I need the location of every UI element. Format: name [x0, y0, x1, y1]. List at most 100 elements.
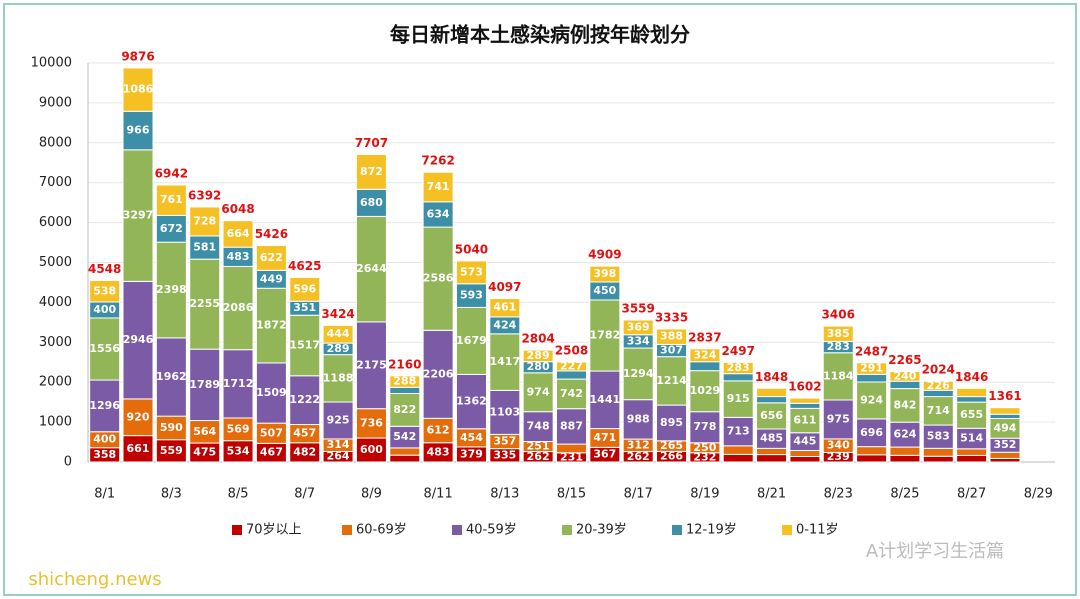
bar-segment [956, 396, 988, 403]
data-label: 1214 [656, 374, 687, 387]
data-label: 262 [527, 450, 550, 463]
data-label: 1294 [623, 367, 654, 380]
data-label: 895 [660, 416, 683, 429]
data-label: 714 [927, 404, 950, 417]
data-label: 239 [827, 450, 850, 463]
data-label: 482 [293, 445, 316, 458]
data-label: 966 [127, 124, 150, 137]
bar-segment [689, 370, 721, 413]
bar-segment [722, 416, 754, 447]
data-label: 262 [627, 450, 650, 463]
data-label: 352 [993, 438, 1016, 451]
bar-segment [89, 280, 121, 303]
bar-segment [422, 329, 454, 419]
bar-segment [922, 380, 954, 391]
data-label: 226 [927, 379, 950, 392]
legend-label: 60-69岁 [356, 523, 407, 538]
data-label: 289 [527, 349, 550, 362]
bar-segment [756, 454, 788, 463]
data-label: 1103 [489, 405, 520, 418]
total-label: 6392 [188, 188, 221, 202]
data-label: 227 [560, 359, 583, 372]
bar-segment [422, 201, 454, 228]
bar-segment [122, 110, 154, 151]
total-label: 9876 [121, 49, 154, 63]
data-label: 590 [160, 421, 183, 434]
bar-segment [522, 411, 554, 443]
bar-segment [389, 392, 421, 427]
data-label: 534 [227, 444, 250, 457]
bar-segment [922, 455, 954, 463]
bar-segment [989, 451, 1021, 459]
data-label: 672 [160, 222, 183, 235]
total-label: 5040 [455, 242, 488, 256]
bar-segment [155, 184, 187, 216]
data-label: 581 [193, 241, 216, 254]
data-label: 2398 [156, 283, 187, 296]
total-label: 1846 [955, 370, 988, 384]
bar-segment [122, 398, 154, 437]
data-label: 736 [360, 416, 383, 429]
bar-segment [856, 373, 888, 383]
total-label: 4909 [588, 248, 621, 262]
data-label: 822 [393, 403, 416, 416]
bar-segment [789, 455, 821, 463]
bar-segment [989, 407, 1021, 415]
bar-segment [155, 337, 187, 417]
y-tick-label: 8000 [39, 135, 72, 150]
data-label: 624 [893, 428, 916, 441]
bar-segment [455, 260, 487, 285]
legend-swatch [342, 525, 352, 535]
total-label: 2508 [555, 343, 588, 357]
y-tick-label: 0 [64, 455, 72, 470]
bar-segment [589, 299, 621, 372]
x-tick-label: 8/23 [824, 487, 853, 502]
data-label: 696 [860, 426, 883, 439]
data-label: 449 [260, 272, 283, 285]
data-label: 1184 [823, 369, 854, 382]
bar-segment [889, 371, 921, 382]
total-label: 2804 [521, 332, 554, 346]
data-label: 283 [727, 361, 750, 374]
data-label: 2206 [423, 367, 454, 380]
x-tick-label: 8/15 [557, 487, 586, 502]
bar-segment [956, 448, 988, 456]
bar-segment [122, 67, 154, 112]
total-label: 4625 [288, 259, 321, 273]
bar-segment [389, 454, 421, 463]
data-label: 367 [593, 448, 616, 461]
legend-swatch [672, 525, 682, 535]
data-label: 335 [493, 448, 516, 461]
total-label: 3406 [822, 308, 855, 322]
data-label: 400 [93, 433, 116, 446]
x-tick-label: 8/5 [228, 487, 249, 502]
total-label: 1848 [755, 370, 788, 384]
bar-segment [389, 447, 421, 456]
data-label: 542 [393, 430, 416, 443]
data-label: 741 [427, 180, 450, 193]
bar-segment [722, 453, 754, 463]
bar-segment [355, 153, 387, 190]
data-label: 661 [127, 442, 150, 455]
data-label: 655 [960, 408, 983, 421]
y-tick-label: 5000 [39, 255, 72, 270]
data-label: 461 [493, 301, 516, 314]
data-label: 564 [193, 425, 216, 438]
data-label: 1086 [123, 83, 154, 96]
data-label: 1441 [590, 393, 621, 406]
data-label: 2255 [189, 297, 220, 310]
bar-segment [856, 362, 888, 375]
total-label: 2160 [388, 357, 421, 371]
bar-segment [889, 446, 921, 456]
bar-segment [355, 215, 387, 323]
data-label: 713 [727, 425, 750, 438]
data-label: 250 [693, 441, 716, 454]
data-label: 1712 [223, 377, 254, 390]
data-label: 471 [593, 431, 616, 444]
bar-segment [389, 375, 421, 388]
data-label: 600 [360, 443, 383, 456]
bar-segment [756, 396, 788, 404]
bar-segment [255, 287, 287, 364]
data-label: 728 [193, 214, 216, 227]
data-label: 1296 [89, 399, 120, 412]
